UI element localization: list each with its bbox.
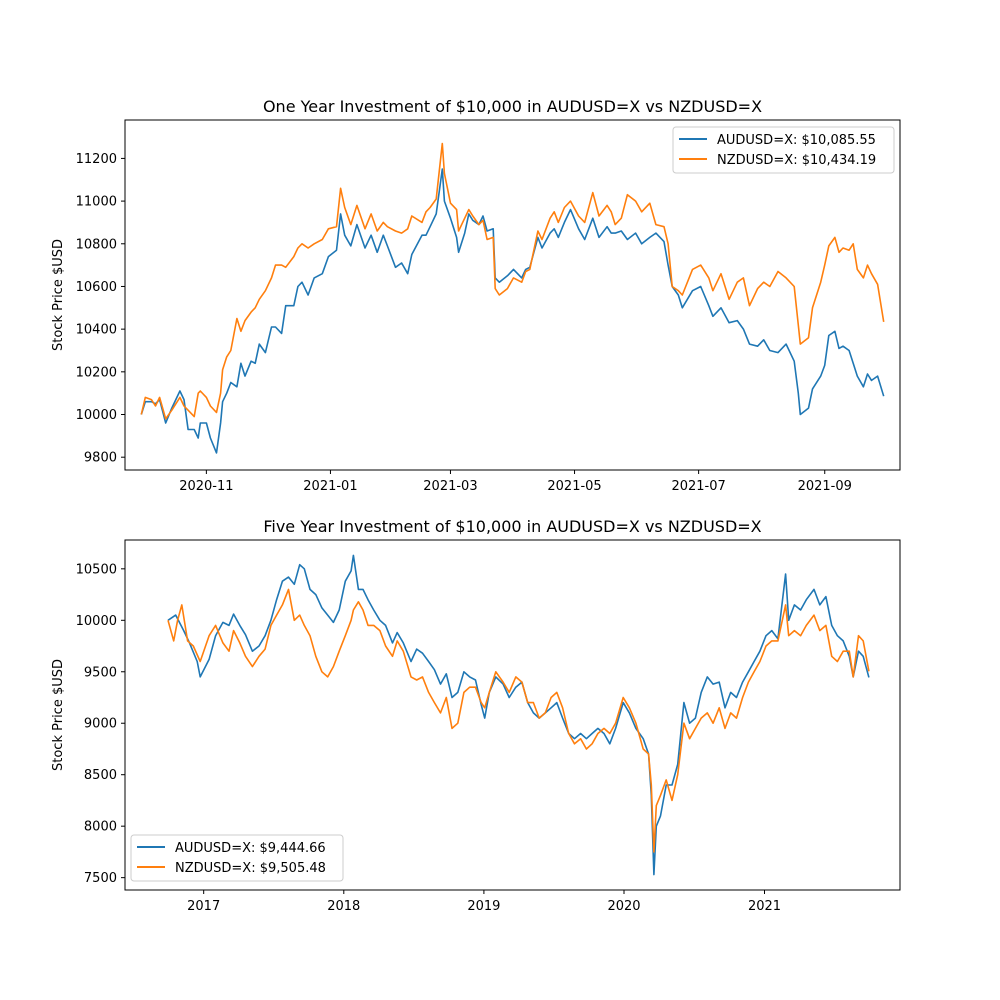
y-tick-label: 11200 xyxy=(76,152,117,167)
y-tick-label: 9800 xyxy=(84,451,117,466)
y-tick-label: 9000 xyxy=(84,717,117,732)
axis-ticks: 2017 2018 2019 2020 2021 7500 8000 8500 9000 9500… xyxy=(76,562,781,914)
y-axis-label: Stock Price $USD xyxy=(51,239,66,351)
series-lines xyxy=(140,142,885,454)
x-tick-label: 2021-05 xyxy=(547,479,601,494)
series-line-nzdusd xyxy=(140,142,885,420)
x-tick-label: 2019 xyxy=(467,899,500,914)
x-tick-label: 2020 xyxy=(607,899,640,914)
x-tick-label: 2021-09 xyxy=(798,479,852,494)
series-lines xyxy=(167,554,870,876)
y-tick-label: 11000 xyxy=(76,195,117,210)
y-tick-label: 10500 xyxy=(76,562,117,577)
y-tick-label: 8000 xyxy=(84,820,117,835)
legend-box xyxy=(672,126,895,174)
chart-title: Five Year Investment of $10,000 in AUDUS… xyxy=(263,517,761,536)
legend-label-nzdusd: NZDUSD=X: $9,505.48 xyxy=(175,861,326,876)
legend: AUDUSD=X: $9,444.66 NZDUSD=X: $9,505.48 xyxy=(130,834,344,882)
y-tick-label: 10000 xyxy=(76,408,117,423)
y-tick-label: 8500 xyxy=(84,768,117,783)
y-tick-label: 10000 xyxy=(76,614,117,629)
x-tick-label: 2021 xyxy=(748,899,781,914)
series-line-nzdusd xyxy=(167,588,870,853)
x-tick-label: 2021-03 xyxy=(423,479,477,494)
y-tick-label: 9500 xyxy=(84,665,117,680)
five-year-chart: Five Year Investment of $10,000 in AUDUS… xyxy=(51,517,901,914)
y-tick-label: 10800 xyxy=(76,237,117,252)
y-tick-label: 10200 xyxy=(76,365,117,380)
legend-label-nzdusd: NZDUSD=X: $10,434.19 xyxy=(717,153,876,168)
axis-ticks: 2020-11 2021-01 2021-03 2021-05 2021-07 2021-… xyxy=(76,152,852,494)
legend-label-audusd: AUDUSD=X: $10,085.55 xyxy=(717,133,876,148)
y-tick-label: 7500 xyxy=(84,871,117,886)
x-tick-label: 2020-11 xyxy=(179,479,233,494)
y-axis-label: Stock Price $USD xyxy=(51,659,66,771)
x-tick-label: 2018 xyxy=(327,899,360,914)
legend-label-audusd: AUDUSD=X: $9,444.66 xyxy=(175,841,326,856)
x-tick-label: 2021-07 xyxy=(671,479,725,494)
plot-frame xyxy=(124,539,901,891)
legend-box xyxy=(130,834,344,882)
y-tick-label: 10600 xyxy=(76,280,117,295)
series-line-audusd xyxy=(140,168,885,454)
x-tick-label: 2021-01 xyxy=(303,479,357,494)
plot-frame xyxy=(124,119,901,471)
one-year-chart: One Year Investment of $10,000 in AUDUSD… xyxy=(51,97,901,494)
x-tick-label: 2017 xyxy=(187,899,220,914)
chart-title: One Year Investment of $10,000 in AUDUSD… xyxy=(263,97,762,116)
legend: AUDUSD=X: $10,085.55 NZDUSD=X: $10,434.1… xyxy=(672,126,895,174)
y-tick-label: 10400 xyxy=(76,323,117,338)
